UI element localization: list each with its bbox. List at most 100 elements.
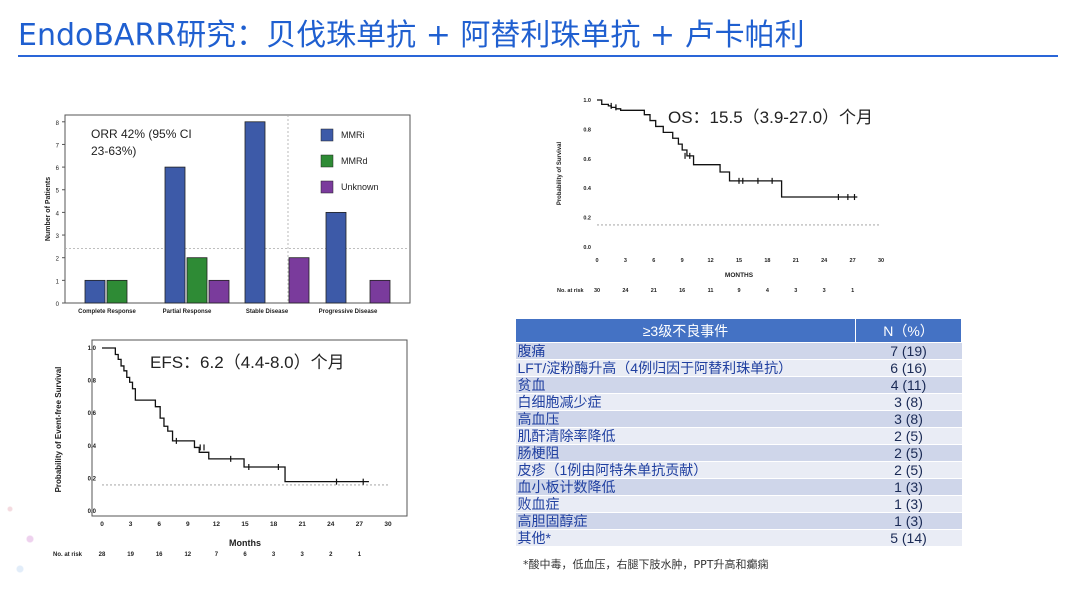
x-tick-label: 30: [384, 521, 392, 528]
adverse-events-table: ≥3级不良事件 N（%） 腹痛 7 (19) LFT/淀粉酶升高（4例归因于阿替利珠…: [515, 318, 962, 547]
adverse-event-name: 腹痛: [515, 342, 856, 360]
y-tick-label: 0: [56, 302, 60, 308]
y-tick-label: 0.0: [88, 509, 97, 515]
at-risk-value: 16: [679, 288, 685, 294]
legend-swatch-mmri: [320, 128, 334, 142]
at-risk-value: 30: [594, 288, 600, 294]
x-tick-label: 21: [299, 521, 307, 528]
plot-frame: [91, 339, 408, 517]
at-risk-value: 19: [127, 552, 134, 558]
orr-annotation-line1: ORR 42% (95% CI: [91, 127, 192, 141]
efs-km-chart: 0.00.20.40.60.81.00 3 6 9 12 15 18 21 24 27 30Mont…: [53, 339, 408, 558]
legend-label: Unknown: [341, 182, 379, 192]
x-tick-label: 0: [100, 521, 104, 528]
adverse-event-count: 3 (8): [855, 393, 962, 411]
y-tick-label: 0.8: [583, 127, 591, 133]
at-risk-value: 6: [243, 552, 247, 558]
at-risk-value: 1: [358, 552, 362, 558]
y-tick-label: 3: [56, 234, 60, 240]
adverse-event-count: 3 (8): [855, 410, 962, 428]
at-risk-value: 7: [215, 552, 219, 558]
table-row: 皮疹（1例由阿特朱单抗贡献） 2 (5): [515, 461, 962, 479]
y-tick-label: 8: [56, 121, 60, 127]
x-tick-label: 15: [736, 258, 742, 264]
adverse-event-count: 2 (5): [855, 461, 962, 479]
bar-mmrd-0: [106, 279, 128, 304]
adverse-event-name: 肌酐清除率降低: [515, 427, 856, 445]
table-row: 肠梗阻 2 (5): [515, 444, 962, 462]
x-tick-label: 24: [327, 521, 335, 528]
x-tick-label: 21: [793, 258, 799, 264]
adverse-event-name: 高胆固醇症: [515, 512, 856, 530]
at-risk-value: 4: [766, 288, 770, 294]
at-risk-value: 2: [329, 552, 333, 558]
at-risk-value: 16: [156, 552, 163, 558]
legend-swatch-unknown: [320, 180, 334, 194]
at-risk-value: 3: [794, 288, 797, 294]
at-risk-value: 12: [184, 552, 191, 558]
at-risk-label: No. at risk: [557, 288, 585, 294]
y-tick-label: 5: [56, 189, 60, 195]
adverse-event-count: 4 (11): [855, 376, 962, 394]
plot-frame: [64, 114, 411, 304]
table-row: LFT/淀粉酶升高（4例归因于阿替利珠单抗） 6 (16): [515, 359, 962, 377]
x-tick-label: 6: [652, 258, 655, 264]
x-tick-label: 15: [241, 521, 249, 528]
table-row: 白细胞减少症 3 (8): [515, 393, 962, 411]
adverse-event-name: 败血症: [515, 495, 856, 513]
x-tick-label: 18: [270, 521, 278, 528]
decorative-dots: [0, 389, 80, 589]
x-tick-label: 3: [624, 258, 627, 264]
adverse-event-count: 5 (14): [855, 529, 962, 547]
y-tick-label: 0.2: [583, 216, 591, 222]
adverse-event-name: 其他*: [515, 529, 856, 547]
y-axis-label: Probability of Survival: [557, 141, 563, 205]
survival-curve: [597, 99, 858, 198]
y-tick-label: 0.4: [583, 186, 592, 192]
y-tick-label: 1.0: [583, 98, 591, 104]
adverse-event-name: 贫血: [515, 376, 856, 394]
x-tick-label: 3: [129, 521, 133, 528]
x-tick-label: 9: [186, 521, 190, 528]
x-tick-label: Complete Response: [78, 309, 136, 315]
table-row: 高血压 3 (8): [515, 410, 962, 428]
x-axis-label: Months: [229, 538, 261, 548]
x-tick-label: Progressive Disease: [319, 309, 378, 315]
table-row: 肌酐清除率降低 2 (5): [515, 427, 962, 445]
y-tick-label: 1: [56, 279, 60, 285]
adverse-event-count: 1 (3): [855, 495, 962, 513]
response-bar-chart: 0 1 2 3 4 5 6 7 8 Number of Patients Complete Resp…: [45, 114, 411, 315]
adverse-event-count: 2 (5): [855, 444, 962, 462]
y-tick-label: 0.4: [88, 444, 97, 450]
at-risk-value: 3: [272, 552, 276, 558]
adverse-event-name: LFT/淀粉酶升高（4例归因于阿替利珠单抗）: [515, 359, 856, 377]
at-risk-value: 3: [823, 288, 826, 294]
bar-unknown-3: [369, 279, 391, 304]
table-header-row: ≥3级不良事件 N（%）: [515, 318, 962, 343]
os-km-chart: 0.0 0.2 0.4 0.6 0.8 1.0 0 3 6 9 12 15 18 21 24 27 30 MONT…: [557, 98, 884, 294]
y-tick-label: 4: [56, 211, 60, 217]
y-tick-label: 0.8: [88, 379, 97, 385]
adverse-event-count: 1 (3): [855, 478, 962, 496]
table-row: 其他* 5 (14): [515, 529, 962, 547]
bar-mmri-2: [244, 121, 266, 304]
at-risk-value: 3: [301, 552, 305, 558]
bar-mmrd-1: [186, 257, 208, 304]
bar-unknown-1: [208, 279, 230, 304]
y-axis-label: Number of Patients: [45, 177, 52, 241]
bar-mmri-1: [164, 166, 186, 304]
y-tick-label: 0.0: [583, 245, 591, 251]
adverse-event-name: 高血压: [515, 410, 856, 428]
bar-mmri-3: [325, 211, 347, 304]
at-risk-value: 28: [99, 552, 106, 558]
x-tick-label: 12: [213, 521, 221, 528]
table-row: 高胆固醇症 1 (3): [515, 512, 962, 530]
x-tick-label: 24: [821, 258, 828, 264]
at-risk-label: No. at risk: [53, 552, 83, 558]
x-tick-label: 0: [595, 258, 598, 264]
adverse-event-name: 皮疹（1例由阿特朱单抗贡献）: [515, 461, 856, 479]
adverse-event-name: 白细胞减少症: [515, 393, 856, 411]
y-tick-label: 0.6: [88, 411, 97, 417]
adverse-event-count: 6 (16): [855, 359, 962, 377]
page-title: EndoBARR研究：贝伐珠单抗 + 阿替利珠单抗 + 卢卡帕利: [18, 18, 805, 53]
